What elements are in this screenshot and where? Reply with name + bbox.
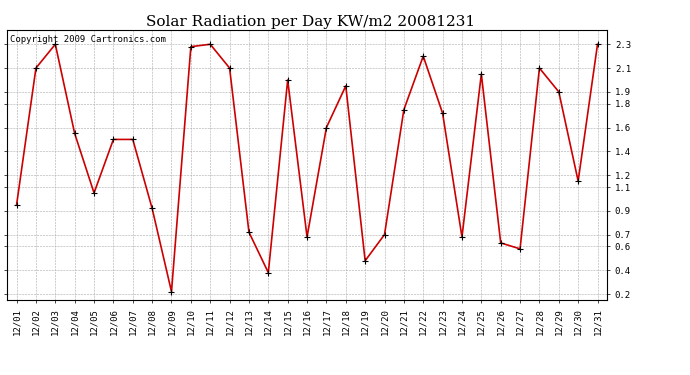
Text: Copyright 2009 Cartronics.com: Copyright 2009 Cartronics.com [10,35,166,44]
Text: Solar Radiation per Day KW/m2 20081231: Solar Radiation per Day KW/m2 20081231 [146,15,475,29]
